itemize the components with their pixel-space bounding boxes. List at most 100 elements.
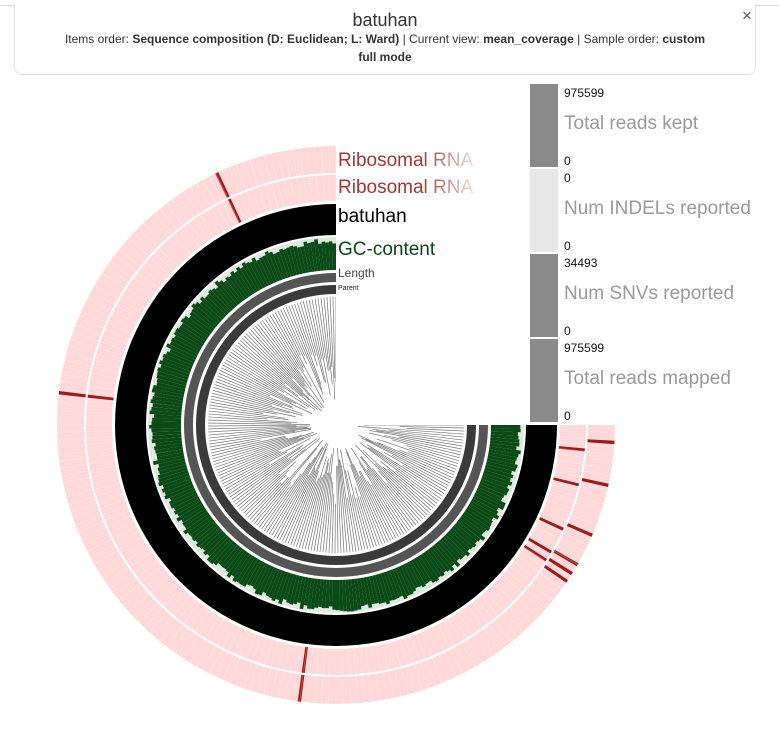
gc-bar [181,505,206,523]
gc-bar [236,555,256,584]
grid-line [277,644,290,698]
rings-group [57,146,615,704]
gc-bar [150,399,183,407]
tree-branch [339,459,351,553]
gc-bar [218,280,241,306]
tree-branch [282,469,316,542]
tree-branch [245,474,287,516]
gc-bar [487,455,516,465]
gc-bar [178,325,206,345]
tree-branch [274,312,325,404]
sample-bar-min: 0 [564,409,571,423]
grid-line [101,546,149,578]
tree-branch [241,337,310,401]
gc-bar [177,500,203,517]
gc-bar [378,573,391,605]
gc-bar [431,544,455,572]
gc-bar [152,455,185,465]
tree-branch [279,467,316,541]
grid-line [80,311,132,335]
gc-bar [293,575,303,605]
tree-branch [387,429,464,438]
tree-branch [280,309,307,364]
grid-line [321,146,325,202]
gc-bar [490,425,521,429]
gc-bar [303,577,312,606]
tree-branch [221,367,292,404]
gc-bar [230,270,250,298]
grid-line [388,642,402,697]
grid-line [128,238,170,276]
tree-branch [224,362,307,409]
grid-line [506,570,549,607]
gc-bar [151,388,184,398]
gc-bar [486,458,518,469]
gc-bar [297,576,306,603]
tree-branch [220,451,282,482]
grid-line [404,637,423,691]
gc-bar [447,530,470,552]
rrna-hit [543,565,568,583]
gc-bar [154,414,182,419]
grid-line [517,556,562,590]
grid-line [242,161,262,214]
grid-line [421,631,444,683]
tree-branch [377,442,455,476]
grid-line [70,493,124,512]
label-fade [420,146,474,198]
grid-line [550,488,604,505]
grid-line [498,578,539,618]
tree-branch [243,469,290,514]
tree-branch [288,305,323,390]
tree-branch [266,456,316,533]
tree-branch [328,481,334,553]
grid-line [143,587,183,628]
grid-line [94,285,143,314]
sample-bar-max: 975599 [564,341,604,355]
gc-bar [223,546,243,570]
tree-branch [338,459,348,553]
tree-branch [210,401,277,415]
grid-line [540,515,592,539]
tree-branch [235,448,306,505]
grid-line [529,536,578,565]
gc-bar [321,241,327,271]
grid-line [72,331,125,351]
gc-bar [156,374,187,386]
gc-bar [204,296,227,318]
gc-bar [235,266,256,295]
tree-branch [218,432,318,477]
grid-line [359,647,366,703]
gc-bar [191,303,219,327]
gc-bar [232,553,253,583]
tree-branch [298,456,327,548]
gc-bar [170,337,200,355]
tree-branch [350,465,380,546]
tree-branch [347,497,357,552]
grid-line [215,627,240,677]
tree-branch [277,310,301,356]
grid-line [462,609,495,656]
grid-line [548,493,602,512]
gc-bar [469,500,500,520]
gc-bar [158,472,190,487]
current-view-value: mean_coverage [483,32,574,46]
tree-branch [243,335,322,412]
tree-branch [362,449,430,513]
close-icon[interactable]: × [742,6,752,25]
gc-bar [332,243,336,271]
tree-branch [217,437,304,474]
rrna-hit [558,446,585,452]
gc-bar [195,525,221,548]
grid-line [58,448,114,455]
grid-line [110,556,155,590]
grid-line [58,395,114,402]
gc-bar [258,565,274,596]
grid-line [118,565,163,601]
grid-line [133,578,174,618]
gc-bar [369,575,379,604]
grid-line [558,453,613,462]
tree-branch [296,477,320,547]
gc-bar [318,243,324,271]
